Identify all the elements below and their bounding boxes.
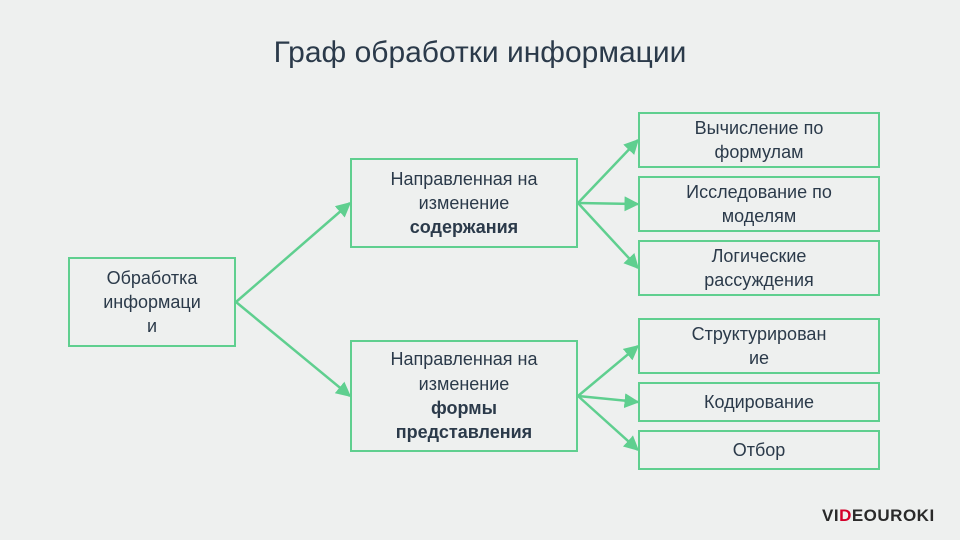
edge-mid1-l2 <box>578 203 638 204</box>
node-l5: Кодирование <box>638 382 880 422</box>
node-l2: Исследование помоделям <box>638 176 880 232</box>
edge-root-mid2 <box>236 302 350 396</box>
edge-mid2-l6 <box>578 396 638 450</box>
edge-mid2-l4 <box>578 346 638 396</box>
node-l3: Логическиерассуждения <box>638 240 880 296</box>
node-mid1: Направленная наизменениесодержания <box>350 158 578 248</box>
node-l1: Вычисление поформулам <box>638 112 880 168</box>
watermark: VIDEOUROKI <box>822 506 935 526</box>
edge-mid2-l5 <box>578 396 638 402</box>
watermark-d: D <box>839 506 852 525</box>
node-mid2: Направленная наизменениеформыпредставлен… <box>350 340 578 452</box>
watermark-post: EOUROKI <box>852 506 935 525</box>
watermark-pre: VI <box>822 506 839 525</box>
node-l6: Отбор <box>638 430 880 470</box>
edge-mid1-l3 <box>578 203 638 268</box>
edge-mid1-l1 <box>578 140 638 203</box>
diagram-title: Граф обработки информации <box>0 36 960 70</box>
edge-root-mid1 <box>236 203 350 302</box>
node-root: Обработкаинформации <box>68 257 236 347</box>
diagram-canvas: Граф обработки информации Обработкаинфор… <box>0 0 960 540</box>
node-l4: Структурирование <box>638 318 880 374</box>
